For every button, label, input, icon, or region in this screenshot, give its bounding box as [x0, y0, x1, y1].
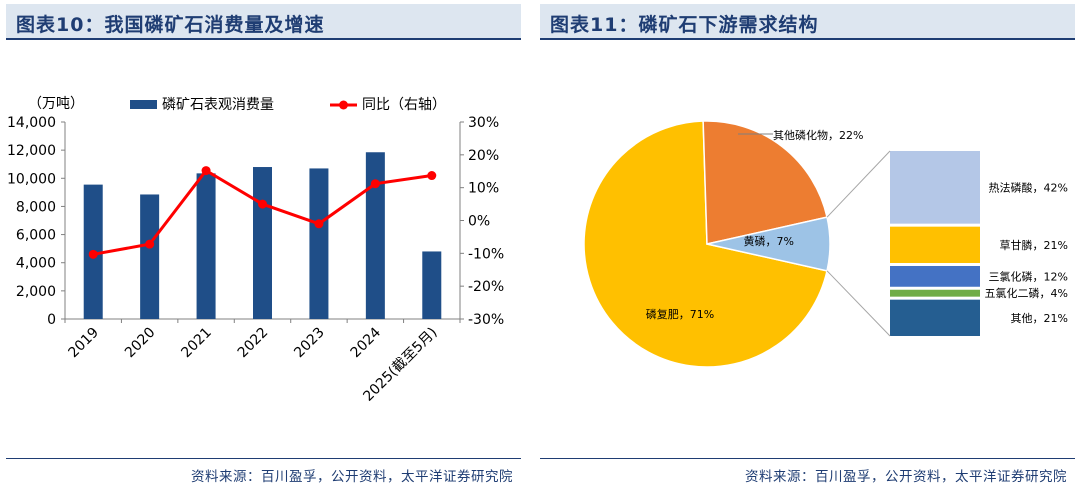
breakdown-bar-group: 热法磷酸，42% 草甘膦，21% 三氯化磷，12% 五氯化二磷，4% 其他，21% [826, 150, 1068, 337]
x-category-label: 2024 [348, 324, 385, 361]
right-y-tick-label: 0% [468, 214, 490, 230]
consumption-bar [422, 251, 442, 319]
bar-series-group [83, 152, 442, 319]
right-source-text: 资料来源：百川盈孚，公开资料，太平洋证券研究院 [745, 469, 1067, 485]
pie-slice-label: 其他磷化物，22% [773, 128, 863, 142]
left-axis-unit-label: （万吨） [28, 96, 84, 112]
left-y-tick-label: 10,000 [7, 171, 56, 187]
yoy-point [314, 219, 324, 229]
connector-line-top [826, 150, 891, 218]
yoy-point [145, 239, 155, 249]
pie-slice [583, 120, 828, 368]
right-y-tick-label: -30% [468, 312, 504, 328]
yoy-line-series-group [88, 166, 437, 259]
yoy-point [201, 166, 211, 176]
yoy-point [370, 179, 380, 189]
legend-label-line: 同比（右轴） [362, 97, 446, 113]
breakdown-label: 热法磷酸，42% [989, 180, 1068, 194]
breakdown-segment [890, 151, 980, 224]
legend-swatch-bar [130, 100, 157, 109]
breakdown-label: 三氯化磷，12% [989, 269, 1068, 283]
left-y-tick-label: 0 [47, 312, 56, 328]
left-y-tick-label: 8,000 [16, 199, 56, 215]
left-source-text: 资料来源：百川盈孚，公开资料，太平洋证券研究院 [191, 469, 513, 485]
left-y-tick-label: 2,000 [16, 284, 56, 300]
pie-group: 磷复肥，71% 其他磷化物，22% 黄磷，7% [583, 120, 863, 368]
left-y-tick-label: 4,000 [16, 256, 56, 272]
x-category-label: 2023 [291, 325, 328, 362]
right-chart-source: 资料来源：百川盈孚，公开资料，太平洋证券研究院 [540, 458, 1075, 487]
pie-slice [702, 120, 828, 245]
right-chart-title: 图表11：磷矿石下游需求结构 [550, 14, 819, 36]
right-y-tick-label: 20% [468, 148, 499, 164]
left-chart-title: 图表10：我国磷矿石消费量及增速 [16, 14, 325, 36]
consumption-bar [365, 152, 385, 319]
x-category-label: 2019 [66, 325, 103, 362]
pie-slice-label: 黄磷，7% [744, 234, 794, 248]
breakdown-segment [890, 226, 980, 263]
right-y-tick-label: 30% [468, 115, 499, 131]
pie-slice [706, 216, 831, 272]
yoy-point [258, 199, 267, 209]
right-y-tick-label: 10% [468, 181, 499, 197]
breakdown-segment [890, 289, 980, 297]
right-y-tick-label: -10% [468, 246, 504, 262]
left-y-tick-label: 14,000 [7, 115, 56, 131]
breakdown-label: 五氯化二磷，4% [985, 286, 1068, 300]
legend-label-bar: 磷矿石表观消费量 [162, 97, 274, 113]
left-chart-header: 图表10：我国磷矿石消费量及增速 [6, 4, 521, 40]
connector-line-bottom [826, 270, 891, 337]
right-chart-header: 图表11：磷矿石下游需求结构 [540, 4, 1075, 40]
pie-slice-label: 磷复肥，71% [646, 307, 714, 321]
left-y-tick-label: 6,000 [16, 228, 56, 244]
left-y-tick-label: 12,000 [7, 143, 56, 159]
consumption-bar [253, 167, 272, 319]
consumption-bar [140, 194, 160, 319]
yoy-point [88, 249, 98, 259]
left-chart-legend: 磷矿石表观消费量 同比（右轴） [130, 97, 446, 113]
x-category-label: 2021 [178, 325, 215, 362]
breakdown-segment [890, 265, 980, 287]
breakdown-segment [890, 299, 980, 336]
consumption-bar [196, 173, 216, 319]
x-category-label: 2020 [122, 325, 159, 362]
legend-swatch-marker [339, 100, 348, 110]
consumption-bar [309, 168, 329, 319]
breakdown-label: 草甘膦，21% [1000, 239, 1068, 252]
left-chart-source: 资料来源：百川盈孚，公开资料，太平洋证券研究院 [6, 458, 521, 487]
breakdown-label: 其他，21% [1011, 312, 1068, 325]
yoy-point [427, 171, 437, 181]
x-category-label: 2022 [235, 325, 272, 362]
right-y-tick-label: -20% [468, 279, 504, 295]
